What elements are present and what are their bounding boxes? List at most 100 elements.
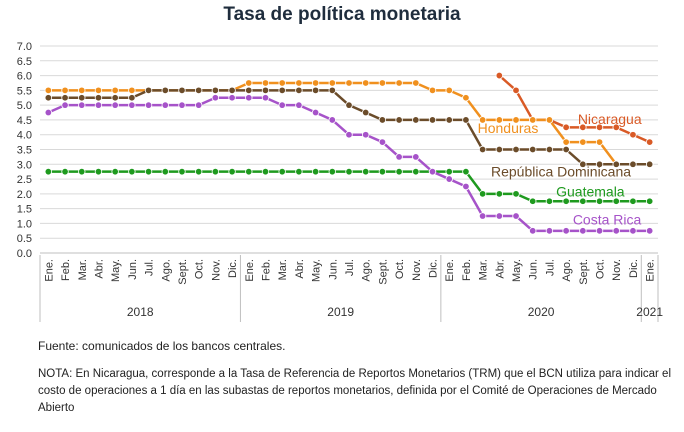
series-label: República Dominicana — [491, 164, 631, 180]
chart-svg: 0.0 0.5 1.0 1.5 2.0 2.5 3.0 3.5 4.0 4.5 5.0 5.5 6.0 6… — [17, 41, 663, 322]
data-point — [61, 86, 69, 95]
y-tick-label: 0.0 — [17, 248, 32, 260]
data-point — [128, 86, 136, 95]
data-point — [178, 86, 186, 95]
year-label: 2021 — [636, 305, 663, 319]
chart-title: Tasa de política monetaria — [223, 4, 461, 25]
y-tick-label: 5.5 — [17, 85, 32, 97]
data-point — [445, 86, 453, 95]
data-point — [211, 167, 220, 176]
data-point — [295, 79, 303, 87]
x-tick-label: May. — [110, 259, 122, 282]
x-tick-label: May. — [511, 259, 523, 282]
data-point — [378, 79, 387, 87]
x-tick-label: Mar. — [478, 259, 490, 280]
data-point — [579, 123, 587, 132]
y-tick-label: 1.5 — [17, 204, 32, 216]
footnote: NOTA: En Nicaragua, corresponde a la Tas… — [38, 368, 672, 414]
data-point — [645, 197, 654, 205]
data-point — [595, 227, 604, 235]
data-point — [362, 108, 370, 117]
data-point — [78, 86, 86, 95]
data-point — [478, 145, 487, 154]
x-tick-label: Feb. — [260, 259, 272, 281]
data-point — [311, 86, 320, 95]
x-tick-label: Jun. — [528, 259, 540, 280]
data-point — [278, 167, 286, 176]
data-point — [495, 116, 504, 124]
x-tick-label: Jun. — [127, 259, 139, 280]
data-point — [462, 116, 470, 124]
data-point — [495, 145, 504, 154]
data-point — [545, 197, 554, 205]
data-point — [445, 167, 453, 176]
data-point — [194, 101, 203, 109]
data-point — [78, 94, 86, 102]
data-point — [345, 79, 353, 87]
year-label: 2019 — [327, 305, 354, 319]
data-point — [278, 79, 286, 87]
data-point — [94, 101, 103, 109]
x-tick-label: Jul. — [544, 259, 556, 276]
data-point — [261, 86, 270, 95]
data-point — [161, 101, 169, 109]
data-point — [111, 86, 119, 95]
y-tick-label: 3.5 — [17, 145, 32, 157]
y-tick-label: 1.0 — [17, 218, 32, 230]
data-point — [378, 116, 387, 124]
data-point — [529, 227, 537, 235]
data-point — [194, 167, 203, 176]
x-tick-label: Sept. — [177, 259, 189, 285]
data-point — [44, 94, 53, 102]
x-tick-label: Ene. — [645, 259, 657, 282]
data-point — [328, 116, 336, 124]
data-point — [228, 167, 236, 176]
data-point — [245, 167, 253, 176]
series-label: Guatemala — [556, 184, 625, 200]
data-point — [328, 167, 336, 176]
data-point — [261, 79, 270, 87]
data-point — [595, 160, 604, 168]
data-point — [345, 131, 353, 139]
x-tick-label: Abr. — [494, 259, 506, 279]
data-point — [378, 138, 387, 146]
data-point — [228, 86, 236, 95]
x-tick-label: Abr. — [294, 259, 306, 279]
data-point — [111, 94, 119, 102]
data-point — [128, 94, 136, 102]
data-point — [128, 167, 136, 176]
data-point — [161, 86, 169, 95]
x-tick-label: Mar. — [77, 259, 89, 280]
y-tick-label: 2.0 — [17, 189, 32, 201]
data-point — [428, 167, 437, 176]
data-point — [144, 167, 153, 176]
data-point — [278, 86, 286, 95]
x-tick-label: Oct. — [194, 259, 206, 279]
data-point — [529, 145, 537, 154]
data-point — [462, 167, 470, 176]
data-point — [295, 101, 303, 109]
data-point — [295, 167, 303, 176]
data-point — [295, 86, 303, 95]
data-point — [495, 190, 504, 198]
y-tick-label: 4.5 — [17, 115, 32, 127]
data-point — [595, 197, 604, 205]
data-point — [245, 94, 253, 102]
data-point — [395, 167, 403, 176]
data-point — [512, 116, 520, 124]
data-point — [512, 190, 520, 198]
data-point — [529, 197, 537, 205]
data-point — [595, 123, 604, 132]
data-point — [562, 138, 570, 146]
data-point — [545, 145, 554, 154]
data-point — [178, 167, 186, 176]
x-tick-label: Dic. — [628, 259, 640, 278]
data-point — [629, 131, 637, 139]
series-label: Honduras — [478, 120, 539, 136]
data-point — [629, 227, 637, 235]
data-point — [579, 138, 587, 146]
data-point — [412, 116, 420, 124]
data-point — [562, 197, 570, 205]
data-point — [478, 190, 487, 198]
data-point — [445, 175, 453, 183]
